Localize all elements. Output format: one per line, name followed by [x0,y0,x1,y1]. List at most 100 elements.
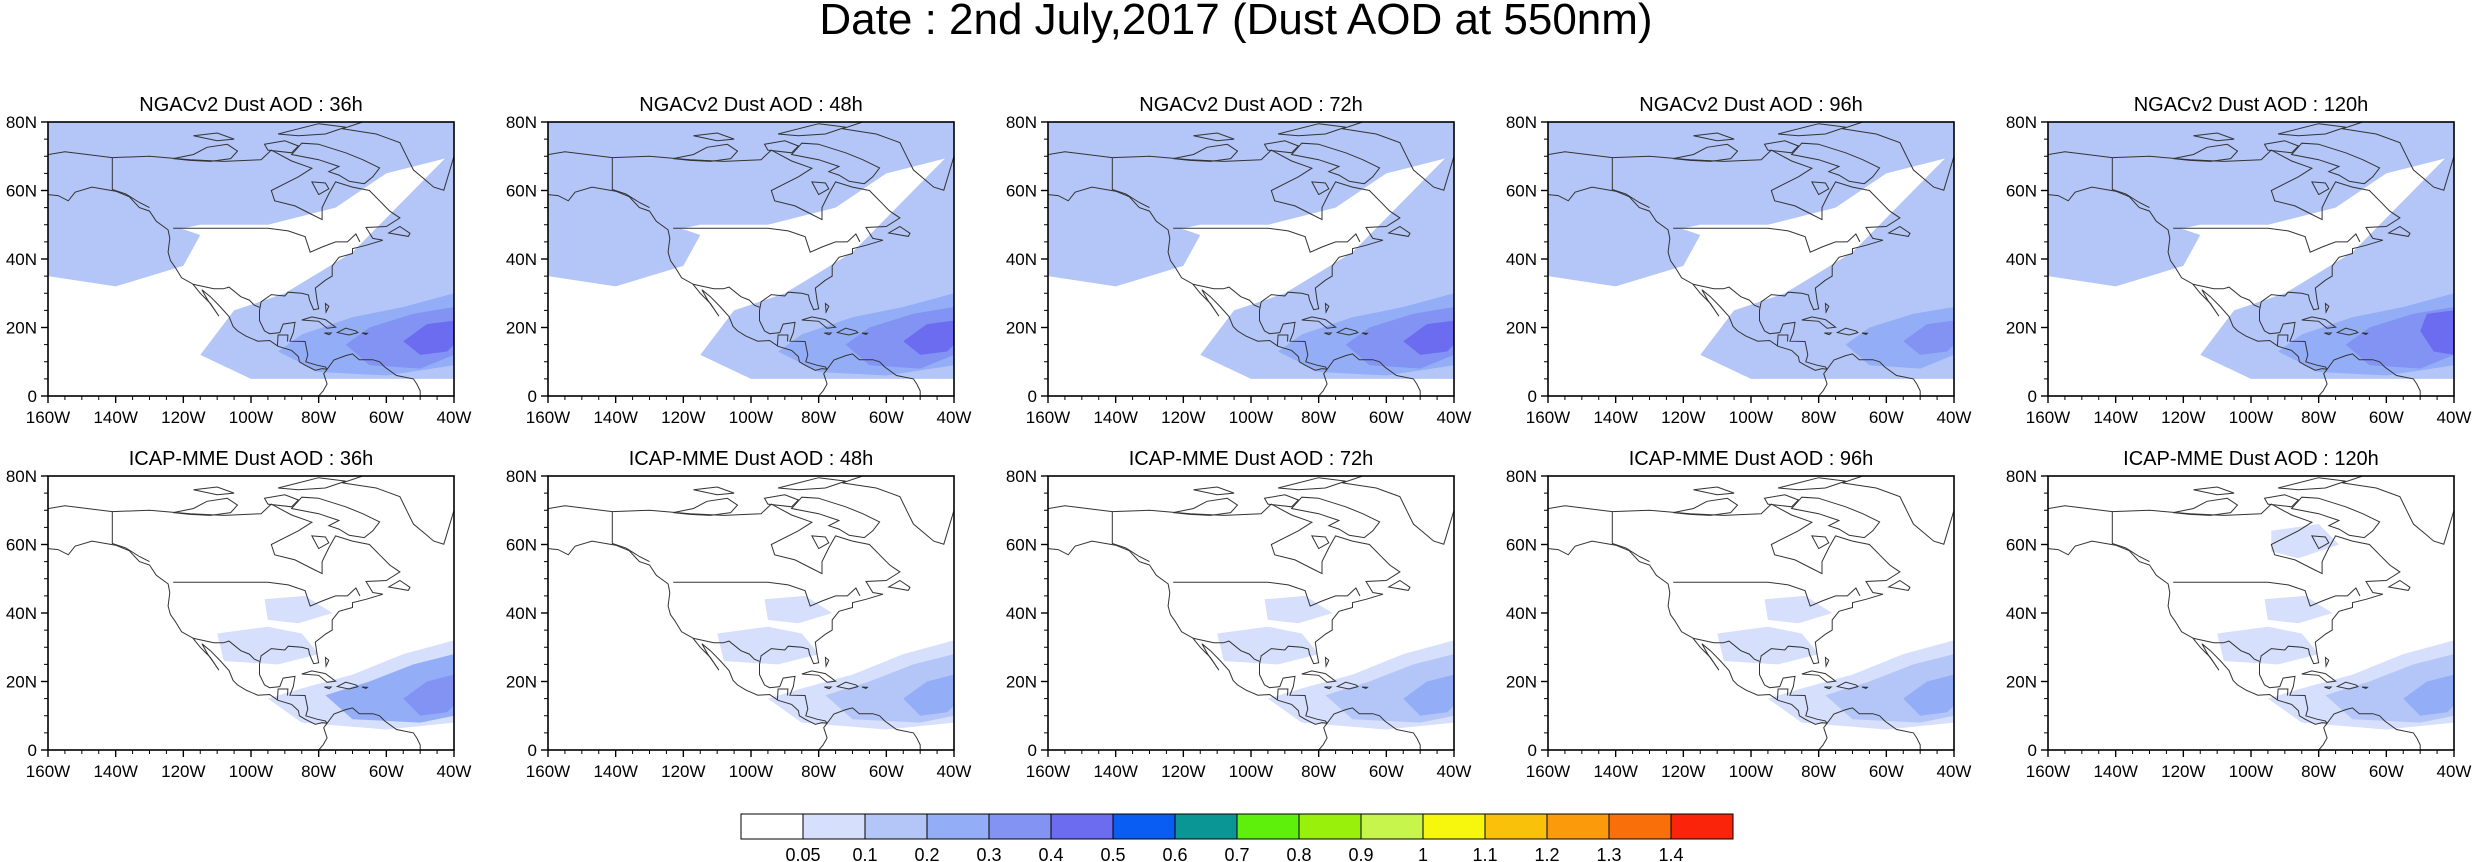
coastline [2290,496,2381,539]
lon-tick-label: 60W [1869,762,1904,781]
lon-tick-label: 120W [661,762,705,781]
coastline [2276,334,2289,347]
lat-tick-label: 60N [506,536,537,555]
coastline [2192,283,2260,308]
coastline [824,686,833,690]
coastline [192,283,260,308]
colorbar-label: 0.2 [914,845,939,862]
coastline [2263,140,2300,154]
map-panel-ngacv2-96h: NGACv2 Dust AOD : 96h 160W 140W 120W 100W 80W… [1506,94,1972,427]
colorbar-label: 0.4 [1038,845,1063,862]
coastline [1811,181,1830,196]
coastline [776,688,789,701]
lon-tick-label: 60W [1369,762,1404,781]
coastline [173,497,239,516]
lat-tick-label: 0 [2028,387,2037,406]
coastline [276,688,289,701]
panel-title: NGACv2 Dust AOD : 48h [639,94,862,116]
lat-tick-label: 0 [1028,387,1037,406]
colorbar-swatch [1112,813,1176,840]
coastline [2290,142,2381,185]
lon-tick-label: 160W [2026,762,2070,781]
coastline [1318,722,1328,750]
lon-tick-label: 120W [2161,408,2205,427]
lon-tick-label: 100W [2229,408,2273,427]
coastline [387,579,411,591]
coastline [1361,686,1369,689]
lon-tick-label: 80W [301,762,336,781]
lat-tick-label: 80N [1006,467,1037,486]
coastline [1790,142,1881,185]
lon-tick-label: 160W [26,408,70,427]
coastline [548,186,828,371]
coastline [2301,316,2337,329]
coastline [1776,688,1789,701]
colorbar-swatch [988,813,1052,840]
coastline [173,581,361,607]
coastline [1324,686,1333,690]
coastline [2324,686,2333,690]
coastline [1290,142,1381,185]
coastline [193,486,235,496]
lon-tick-label: 140W [2093,408,2137,427]
coastline [2387,225,2411,237]
coastline [1048,540,1328,725]
lon-tick-label: 140W [1093,408,1137,427]
map-panel-ngacv2-72h: NGACv2 Dust AOD : 72h 160W 140W 120W 100W 80W… [1006,94,1472,427]
coastline [263,140,300,154]
coastline [361,332,369,335]
coastline [1842,476,1954,545]
map-field [1548,476,1954,750]
lat-tick-label: 40N [2006,604,2037,623]
coastline [861,332,869,335]
map-panel-ngacv2-48h: NGACv2 Dust AOD : 48h 160W 140W 120W 100W 80W… [506,94,972,427]
lon-tick-label: 60W [369,762,404,781]
lat-tick-label: 60N [2006,182,2037,201]
coastline [290,142,381,185]
coastline [776,334,789,347]
lat-tick-label: 40N [506,250,537,269]
coastline [2361,686,2369,689]
lat-tick-label: 40N [1506,604,1537,623]
colorbar-swatch [1546,813,1610,840]
panel-title: ICAP-MME Dust AOD : 36h [129,448,374,470]
lon-tick-label: 140W [2093,762,2137,781]
coastline [1673,581,1861,607]
map-panel-icap-mme-36h: ICAP-MME Dust AOD : 36h 160W 140W 120W 100W 8… [6,448,472,781]
lon-tick-label: 140W [93,408,137,427]
coastline [2335,327,2359,336]
lat-tick-label: 60N [6,182,37,201]
colorbar-label: 0.6 [1162,845,1187,862]
lon-tick-label: 60W [2369,408,2404,427]
lat-tick-label: 60N [2006,536,2037,555]
coastline [548,540,828,725]
lon-tick-label: 160W [2026,408,2070,427]
lon-tick-label: 40W [937,762,972,781]
lon-tick-label: 100W [729,762,773,781]
coastline [1263,140,1300,154]
lat-tick-label: 80N [2006,113,2037,132]
lon-tick-label: 40W [1937,762,1972,781]
colorbar-label: 0.9 [1348,845,1373,862]
coastline [777,477,846,491]
colorbar-label: 0.7 [1224,845,1249,862]
coastline [2173,227,2361,253]
coastline [2301,670,2337,683]
figure-title: Date : 2nd July,2017 (Dust AOD at 550nm) [819,0,1653,44]
coastline [263,494,300,508]
coastline [1673,227,1861,253]
map-field [548,122,954,396]
coastline [1548,186,1828,371]
map-field [48,122,454,396]
lat-tick-label: 80N [2006,467,2037,486]
coastline [301,316,337,329]
lon-tick-label: 140W [93,762,137,781]
coastline [2277,123,2346,137]
lat-tick-label: 20N [2006,319,2037,338]
coastline [48,186,328,371]
coastline [173,227,361,253]
panel-title: ICAP-MME Dust AOD : 72h [1129,448,1374,470]
coastline [673,497,739,516]
coastline [1824,332,1833,336]
coastline [301,670,337,683]
